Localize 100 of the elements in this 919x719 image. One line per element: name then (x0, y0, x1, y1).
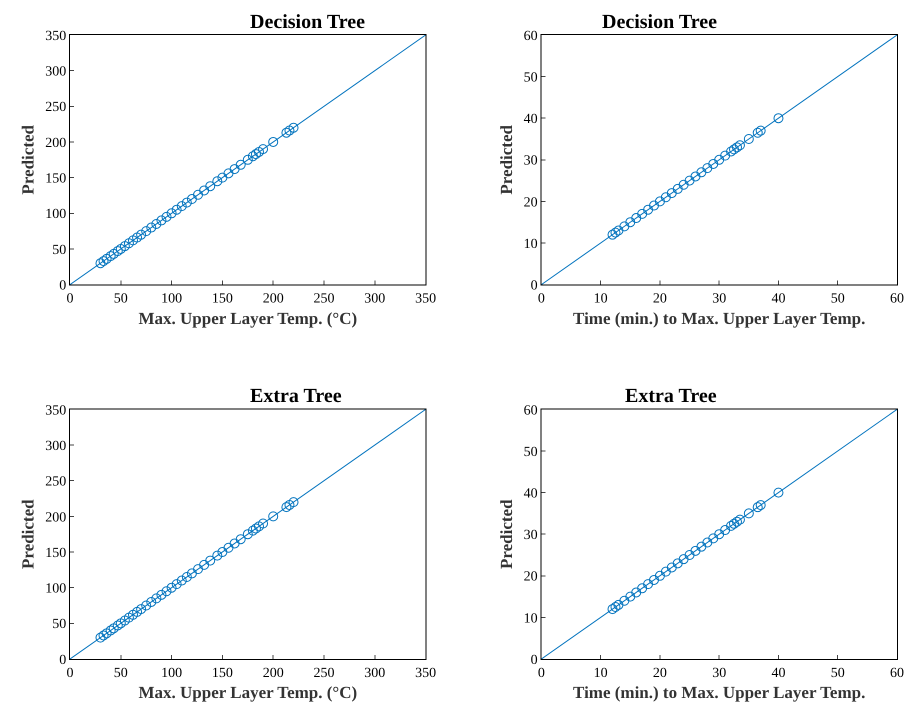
point (166, 208, 177, 218)
point (660, 192, 671, 202)
y-tick-label: 50 (52, 242, 66, 258)
point (610, 602, 620, 612)
point (151, 593, 162, 604)
x-axis-title: Time (min.) to Max. Upper Layer Temp. (573, 308, 866, 328)
x-tick-label: 300 (364, 291, 386, 306)
x-tick-label: 20 (652, 666, 667, 681)
point (176, 201, 187, 212)
point (156, 590, 166, 600)
point (120, 241, 130, 252)
point (217, 172, 228, 183)
y-tick-label: 50 (52, 617, 66, 632)
point (95, 258, 106, 268)
point (141, 226, 152, 236)
y-axis-title: Predicted (497, 124, 516, 195)
point (108, 248, 119, 259)
y-tick-label: 0 (530, 278, 538, 294)
y-tick-label: 100 (45, 582, 66, 597)
point (708, 158, 718, 169)
point (166, 582, 177, 593)
point (649, 200, 659, 211)
y-axis-title: Predicted (18, 124, 38, 195)
point (205, 556, 216, 566)
point (242, 529, 253, 540)
point (637, 583, 648, 594)
point (672, 184, 683, 194)
point (106, 251, 116, 262)
point (714, 154, 724, 165)
point (128, 235, 138, 246)
point (726, 520, 736, 531)
y-tick-label: 300 (45, 438, 66, 454)
point (610, 228, 620, 238)
point (288, 122, 299, 133)
point (98, 630, 109, 640)
point (102, 254, 112, 264)
point (182, 198, 192, 208)
point (773, 113, 784, 124)
x-tick-label: 100 (161, 291, 182, 306)
point (684, 550, 695, 560)
point (224, 542, 234, 553)
point (268, 136, 278, 147)
point (729, 144, 740, 154)
point (124, 612, 134, 623)
point (284, 500, 294, 510)
x-tick-label: 60 (890, 666, 904, 681)
x-tick-label: 30 (712, 291, 726, 306)
x-tick-label: 350 (415, 291, 436, 306)
point (112, 246, 123, 256)
point (714, 529, 724, 540)
point (212, 550, 222, 561)
point (193, 190, 204, 200)
point (242, 154, 253, 165)
point (258, 144, 268, 154)
point (217, 547, 228, 558)
point (162, 212, 172, 222)
y-tick-label: 40 (524, 112, 538, 128)
point (141, 600, 152, 611)
y-tick-label: 0 (530, 652, 538, 668)
x-tick-label: 300 (364, 666, 386, 681)
point (744, 134, 754, 144)
x-tick-label: 50 (114, 666, 128, 681)
point (696, 167, 706, 178)
y-axis-title: Predicted (497, 498, 516, 569)
point (744, 508, 754, 518)
y-tick-label: 250 (45, 100, 66, 116)
point (288, 497, 299, 508)
y-tick-label: 50 (524, 70, 538, 86)
point (672, 558, 683, 568)
point (156, 215, 166, 226)
x-tick-label: 60 (890, 291, 904, 306)
x-tick-label: 50 (830, 666, 845, 681)
y-tick-label: 150 (45, 172, 66, 187)
y-tick-label: 350 (45, 28, 66, 44)
point (637, 208, 648, 219)
point (250, 149, 261, 160)
point (146, 222, 156, 233)
x-tick-label: 250 (314, 291, 335, 306)
point (236, 534, 246, 544)
point (752, 128, 763, 138)
point (176, 576, 187, 586)
point (268, 511, 278, 522)
point (625, 217, 636, 228)
point (108, 623, 119, 634)
point (631, 213, 642, 224)
point (193, 564, 204, 574)
point (666, 562, 677, 572)
point (752, 502, 763, 512)
point (649, 574, 659, 585)
y-tick-label: 300 (45, 64, 66, 80)
y-tick-label: 100 (45, 207, 66, 222)
x-axis-title: Max. Upper Layer Temp. (°C) (138, 308, 358, 328)
point (284, 126, 294, 136)
point (136, 230, 146, 240)
point (619, 221, 630, 232)
point (254, 521, 264, 532)
x-tick-label: 50 (830, 291, 845, 306)
point (132, 232, 142, 243)
y-tick-label: 150 (45, 546, 66, 561)
point (162, 586, 172, 596)
